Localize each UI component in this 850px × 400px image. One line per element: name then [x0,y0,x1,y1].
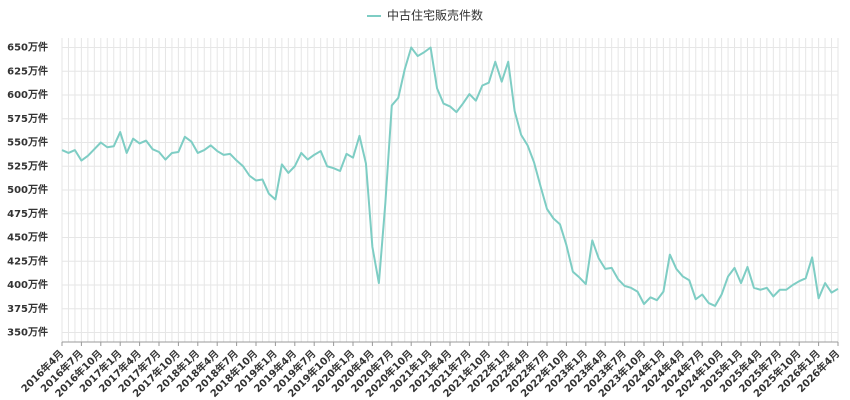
y-tick-label: 375万件 [7,302,48,315]
y-tick-label: 575万件 [7,112,48,125]
legend-label: 中古住宅販売件数 [387,8,483,23]
y-tick-label: 450万件 [7,231,48,244]
y-tick-label: 400万件 [7,278,48,291]
y-tick-label: 425万件 [7,254,48,267]
line-series [61,46,839,307]
y-tick-label: 650万件 [7,41,48,54]
y-tick-label: 525万件 [7,159,48,172]
y-tick-label: 550万件 [7,136,48,149]
y-tick-label: 500万件 [7,183,48,196]
y-tick-label: 350万件 [7,326,48,339]
y-tick-label: 475万件 [7,207,48,220]
y-tick-label: 625万件 [7,64,48,77]
y-tick-label: 600万件 [7,88,48,101]
